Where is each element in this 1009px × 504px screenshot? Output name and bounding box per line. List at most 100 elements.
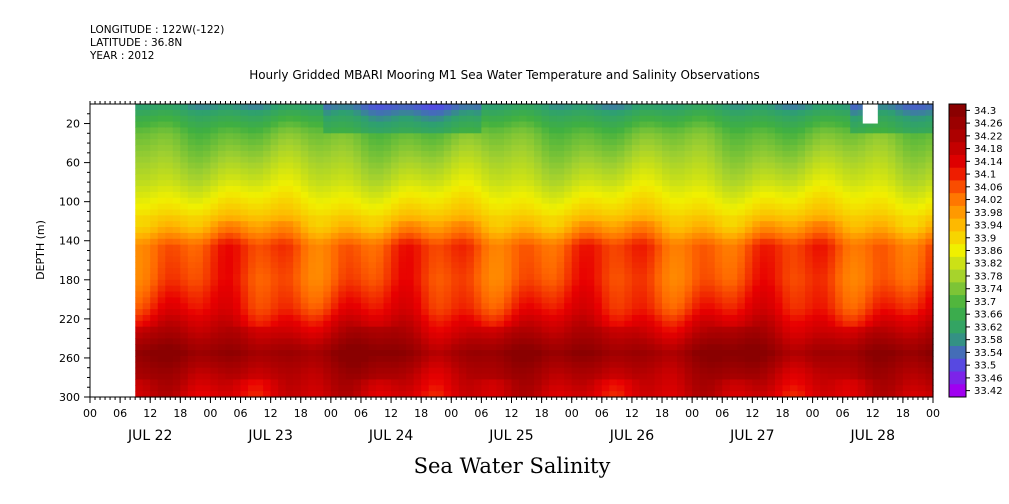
heatmap-cell <box>473 156 482 164</box>
heatmap-cell <box>300 191 309 199</box>
heatmap-cell <box>481 285 490 293</box>
heatmap-cell <box>233 174 242 181</box>
heatmap-cell <box>737 291 746 298</box>
heatmap-cell <box>293 121 302 129</box>
heatmap-cell <box>165 109 174 117</box>
heatmap-cell <box>842 191 851 199</box>
heatmap-cell <box>248 379 257 386</box>
heatmap-cell <box>654 391 663 398</box>
heatmap-cell <box>360 168 370 175</box>
heatmap-cell <box>872 127 881 134</box>
heatmap-cell <box>835 191 844 199</box>
heatmap-cell <box>820 309 829 316</box>
heatmap-cell <box>240 186 249 193</box>
heatmap-cell <box>391 256 400 263</box>
heatmap-cell <box>458 156 467 164</box>
heatmap-cell <box>421 145 430 152</box>
heatmap-cell <box>744 297 753 304</box>
heatmap-cell <box>481 314 490 322</box>
heatmap-cell <box>827 232 836 240</box>
heatmap-cell <box>398 344 407 351</box>
heatmap-cell <box>752 127 761 134</box>
heatmap-cell <box>571 262 580 269</box>
heatmap-cell <box>202 256 212 263</box>
heatmap-cell <box>684 174 693 181</box>
heatmap-cell <box>782 186 791 193</box>
heatmap-cell <box>872 133 881 140</box>
heatmap-cell <box>631 314 641 322</box>
heatmap-cell <box>330 332 339 339</box>
heatmap-cell <box>353 256 362 263</box>
heatmap-cell <box>872 121 881 129</box>
heatmap-cell <box>842 197 851 205</box>
heatmap-cell <box>774 180 784 187</box>
heatmap-cell <box>278 227 287 234</box>
heatmap-cell <box>202 279 212 287</box>
heatmap-cell <box>503 291 513 298</box>
heatmap-cell <box>481 203 490 211</box>
heatmap-cell <box>187 262 196 269</box>
heatmap-cell <box>233 215 242 222</box>
heatmap-cell <box>428 209 437 216</box>
heatmap-cell <box>391 104 400 111</box>
heatmap-cell <box>383 104 392 111</box>
heatmap-cell <box>684 373 693 381</box>
heatmap-cell <box>293 291 302 298</box>
heatmap-cell <box>488 361 498 369</box>
heatmap-cell <box>233 297 242 304</box>
heatmap-cell <box>300 361 309 369</box>
heatmap-cell <box>285 104 294 111</box>
heatmap-cell <box>308 309 317 316</box>
heatmap-cell <box>827 145 836 152</box>
heatmap-cell <box>330 314 339 322</box>
heatmap-cell <box>202 391 212 398</box>
heatmap-cell <box>428 115 437 123</box>
heatmap-cell <box>872 326 881 334</box>
heatmap-cell <box>165 250 174 257</box>
heatmap-cell <box>150 332 159 339</box>
heatmap-cell <box>609 133 618 140</box>
heatmap-cell <box>496 367 505 375</box>
heatmap-cell <box>737 326 746 334</box>
heatmap-cell <box>195 326 204 334</box>
heatmap-cell <box>240 285 249 293</box>
heatmap-cell <box>278 203 287 211</box>
heatmap-cell <box>210 191 219 199</box>
heatmap-cell <box>571 209 580 216</box>
heatmap-cell <box>481 227 490 234</box>
heatmap-cell <box>308 314 317 322</box>
heatmap-cell <box>662 150 671 158</box>
heatmap-cell <box>624 373 633 381</box>
heatmap-cell <box>233 373 242 381</box>
heatmap-cell <box>594 104 603 111</box>
heatmap-cell <box>805 215 814 222</box>
heatmap-cell <box>872 227 881 234</box>
heatmap-cell <box>707 320 716 328</box>
heatmap-cell <box>767 285 776 293</box>
heatmap-cell <box>360 174 370 181</box>
heatmap-cell <box>300 291 309 298</box>
heatmap-cell <box>549 150 558 158</box>
heatmap-cell <box>767 309 776 316</box>
heatmap-cell <box>729 227 738 234</box>
heatmap-cell <box>466 191 475 199</box>
heatmap-cell <box>579 244 588 252</box>
heatmap-cell <box>157 180 166 187</box>
heatmap-cell <box>556 391 565 398</box>
heatmap-cell <box>187 191 196 199</box>
heatmap-cell <box>609 227 618 234</box>
heatmap-cell <box>180 133 189 140</box>
heatmap-cell <box>564 379 573 386</box>
heatmap-cell <box>616 297 626 304</box>
heatmap-cell <box>368 309 377 316</box>
heatmap-cell <box>797 391 806 398</box>
heatmap-cell <box>458 303 467 310</box>
heatmap-cell <box>240 268 249 275</box>
heatmap-cell <box>526 338 535 345</box>
heatmap-cell <box>616 326 626 334</box>
heatmap-cell <box>150 367 159 375</box>
heatmap-cell <box>729 121 738 129</box>
heatmap-cell <box>413 297 422 304</box>
heatmap-cell <box>692 150 701 158</box>
heatmap-cell <box>172 174 181 181</box>
